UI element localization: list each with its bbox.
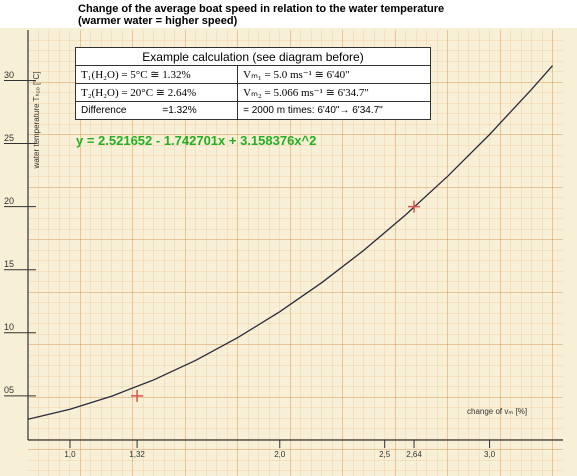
table-cell: Difference =1.32% bbox=[74, 101, 239, 120]
x-tick-label: 1,0 bbox=[64, 450, 76, 459]
data-point bbox=[408, 200, 421, 213]
chart-subtitle: (warmer water = higher speed) bbox=[78, 15, 238, 27]
y-axis-label: water temperature Tₕ₂ₒ [°C] bbox=[32, 72, 41, 170]
x-tick-label: 1,32 bbox=[129, 450, 145, 459]
y-tick-label: 05 bbox=[4, 385, 14, 395]
table-cell: T₁(H₂O) = 5°C ≅ 1.32% bbox=[74, 65, 239, 84]
data-point bbox=[131, 389, 144, 402]
chart-title: Change of the average boat speed in rela… bbox=[78, 3, 444, 15]
x-axis-label: change of vₘ [%] bbox=[467, 407, 527, 416]
table-text: =1.32% bbox=[162, 105, 197, 116]
table-cell: Vₘ₂ = 5.066 ms⁻¹ ≅ 6'34.7" bbox=[237, 83, 431, 102]
table-cell: = 2000 m times: 6'40"→ 6'34.7" bbox=[237, 101, 431, 120]
y-tick-label: 15 bbox=[4, 259, 14, 269]
x-tick-label: 3,0 bbox=[484, 450, 496, 459]
table-text: Difference bbox=[81, 105, 127, 116]
x-tick-label: 2,5 bbox=[379, 450, 391, 459]
x-tick-label: 2,64 bbox=[406, 450, 422, 459]
y-tick-label: 30 bbox=[4, 70, 14, 80]
calc-table: Example calculation (see diagram before)… bbox=[74, 47, 431, 120]
fit-curve bbox=[27, 65, 553, 420]
y-tick-label: 20 bbox=[4, 196, 14, 206]
table-header: Example calculation (see diagram before) bbox=[75, 47, 431, 66]
y-tick-label: 10 bbox=[4, 322, 14, 332]
table-cell: Vₘ₁ = 5.0 ms⁻¹ ≅ 6'40" bbox=[237, 65, 431, 84]
x-tick-label: 2,0 bbox=[274, 450, 286, 459]
table-cell: T₂(H₂O) = 20°C ≅ 2.64% bbox=[74, 83, 239, 102]
y-tick-label: 25 bbox=[4, 133, 14, 143]
equation: y = 2.521652 - 1.742701x + 3.158376x^2 bbox=[76, 133, 317, 148]
